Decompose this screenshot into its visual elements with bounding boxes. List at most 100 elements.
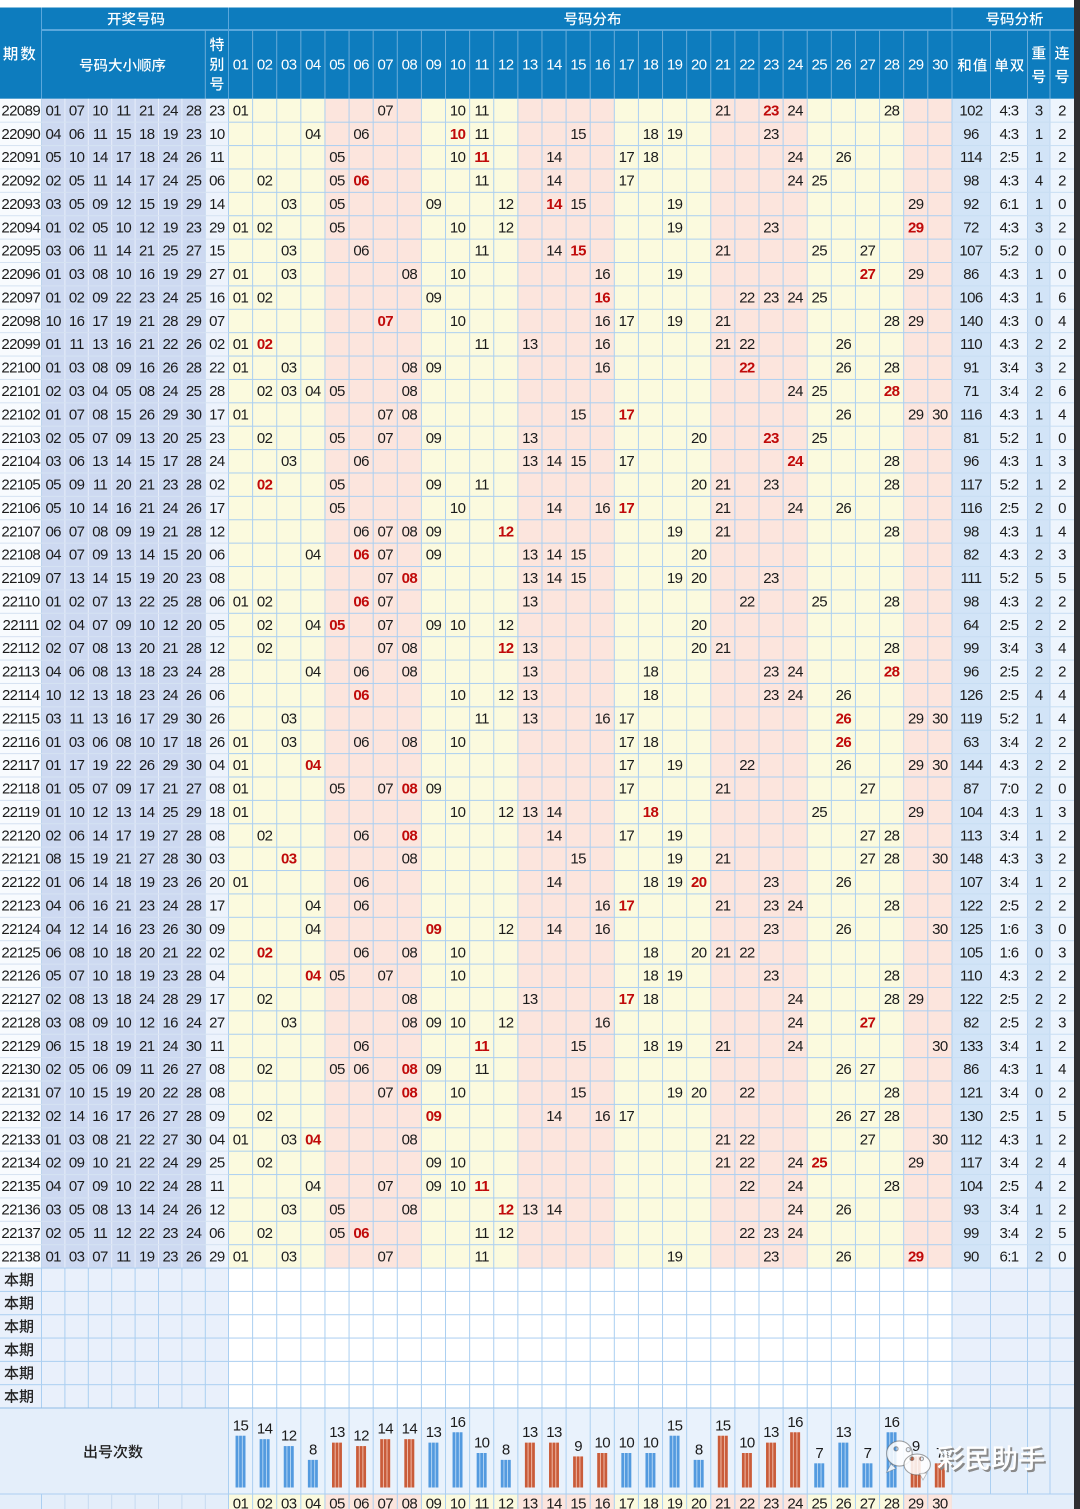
svg-text:22123: 22123 — [1, 897, 40, 914]
svg-text:01: 01 — [45, 1248, 61, 1265]
svg-text:21: 21 — [139, 313, 155, 330]
svg-text:126: 126 — [959, 687, 982, 704]
svg-text:27: 27 — [860, 851, 876, 868]
svg-text:21: 21 — [139, 336, 155, 353]
svg-text:2: 2 — [1058, 617, 1066, 634]
svg-text:29: 29 — [908, 313, 924, 330]
svg-text:22100: 22100 — [1, 360, 40, 377]
svg-text:2: 2 — [1058, 664, 1066, 681]
svg-text:16: 16 — [595, 921, 611, 938]
svg-text:07: 07 — [92, 1248, 108, 1265]
svg-text:07: 07 — [92, 593, 108, 610]
svg-text:07: 07 — [92, 430, 108, 447]
svg-text:09: 09 — [116, 360, 132, 377]
svg-text:13: 13 — [522, 1496, 538, 1509]
svg-text:05: 05 — [329, 430, 345, 447]
svg-text:17: 17 — [619, 897, 635, 914]
svg-text:21: 21 — [116, 897, 132, 914]
svg-text:09: 09 — [116, 523, 132, 540]
svg-text:24: 24 — [787, 500, 803, 517]
svg-text:01: 01 — [233, 1496, 249, 1509]
svg-text:6: 6 — [1058, 383, 1066, 400]
svg-text:22: 22 — [739, 1155, 755, 1172]
svg-text:10: 10 — [116, 266, 132, 283]
svg-text:23: 23 — [162, 664, 178, 681]
svg-text:07: 07 — [377, 617, 393, 634]
svg-text:09: 09 — [116, 1061, 132, 1078]
svg-text:22: 22 — [739, 944, 755, 961]
svg-text:09: 09 — [69, 477, 85, 494]
svg-text:08: 08 — [402, 1496, 418, 1509]
svg-text:19: 19 — [667, 126, 683, 143]
svg-text:99: 99 — [963, 640, 979, 657]
svg-text:04: 04 — [305, 1496, 321, 1509]
svg-text:25: 25 — [186, 173, 202, 190]
svg-text:03: 03 — [281, 1496, 297, 1509]
svg-text:09: 09 — [426, 1178, 442, 1195]
svg-text:03: 03 — [69, 1131, 85, 1148]
svg-text:05: 05 — [209, 617, 225, 634]
svg-text:22105: 22105 — [1, 477, 40, 494]
svg-text:14: 14 — [546, 453, 562, 470]
svg-text:02: 02 — [45, 173, 61, 190]
svg-text:2: 2 — [1058, 173, 1066, 190]
svg-text:26: 26 — [209, 734, 225, 751]
svg-text:26: 26 — [186, 1202, 202, 1219]
svg-text:09: 09 — [426, 617, 442, 634]
svg-text:07: 07 — [92, 781, 108, 798]
svg-text:29: 29 — [186, 804, 202, 821]
svg-text:4: 4 — [1035, 687, 1043, 704]
svg-text:01: 01 — [45, 804, 61, 821]
svg-text:15: 15 — [570, 851, 586, 868]
svg-text:21: 21 — [715, 523, 731, 540]
svg-text:82: 82 — [963, 547, 979, 564]
svg-text:07: 07 — [377, 406, 393, 423]
svg-text:4:3: 4:3 — [999, 757, 1018, 774]
svg-text:24: 24 — [139, 991, 155, 1008]
svg-text:02: 02 — [45, 827, 61, 844]
svg-text:19: 19 — [116, 313, 132, 330]
svg-text:28: 28 — [186, 360, 202, 377]
svg-text:09: 09 — [426, 1014, 442, 1031]
svg-text:23: 23 — [209, 430, 225, 447]
svg-text:10: 10 — [450, 313, 466, 330]
svg-text:14: 14 — [546, 804, 562, 821]
svg-text:25: 25 — [812, 1496, 828, 1509]
svg-text:08: 08 — [402, 991, 418, 1008]
svg-text:09: 09 — [92, 1178, 108, 1195]
svg-text:18: 18 — [139, 149, 155, 166]
svg-text:4:3: 4:3 — [999, 173, 1018, 190]
svg-text:11: 11 — [210, 1038, 225, 1055]
svg-text:18: 18 — [139, 126, 155, 143]
svg-text:13: 13 — [139, 430, 155, 447]
svg-text:22: 22 — [209, 360, 225, 377]
svg-text:22106: 22106 — [1, 500, 40, 517]
svg-text:10: 10 — [450, 1496, 466, 1509]
svg-text:19: 19 — [116, 1038, 132, 1055]
svg-text:04: 04 — [305, 126, 321, 143]
svg-text:23: 23 — [763, 968, 779, 985]
svg-text:03: 03 — [281, 383, 297, 400]
svg-text:19: 19 — [667, 313, 683, 330]
svg-text:13: 13 — [69, 570, 85, 587]
svg-text:24: 24 — [162, 289, 178, 306]
svg-text:22112: 22112 — [2, 640, 40, 657]
svg-text:105: 105 — [959, 944, 982, 961]
svg-text:25: 25 — [186, 430, 202, 447]
svg-text:01: 01 — [233, 1131, 249, 1148]
svg-text:28: 28 — [884, 383, 900, 400]
svg-text:22111: 22111 — [3, 617, 40, 634]
svg-text:19: 19 — [667, 757, 683, 774]
svg-text:2: 2 — [1058, 336, 1066, 353]
svg-text:04: 04 — [305, 383, 321, 400]
svg-text:0: 0 — [1058, 500, 1066, 517]
svg-text:02: 02 — [257, 289, 273, 306]
svg-text:2:5: 2:5 — [999, 500, 1018, 517]
svg-text:28: 28 — [884, 991, 900, 1008]
svg-text:06: 06 — [353, 944, 369, 961]
svg-text:10: 10 — [69, 500, 85, 517]
svg-text:130: 130 — [959, 1108, 982, 1125]
svg-text:17: 17 — [619, 149, 635, 166]
svg-text:29: 29 — [162, 406, 178, 423]
svg-text:02: 02 — [257, 944, 273, 961]
